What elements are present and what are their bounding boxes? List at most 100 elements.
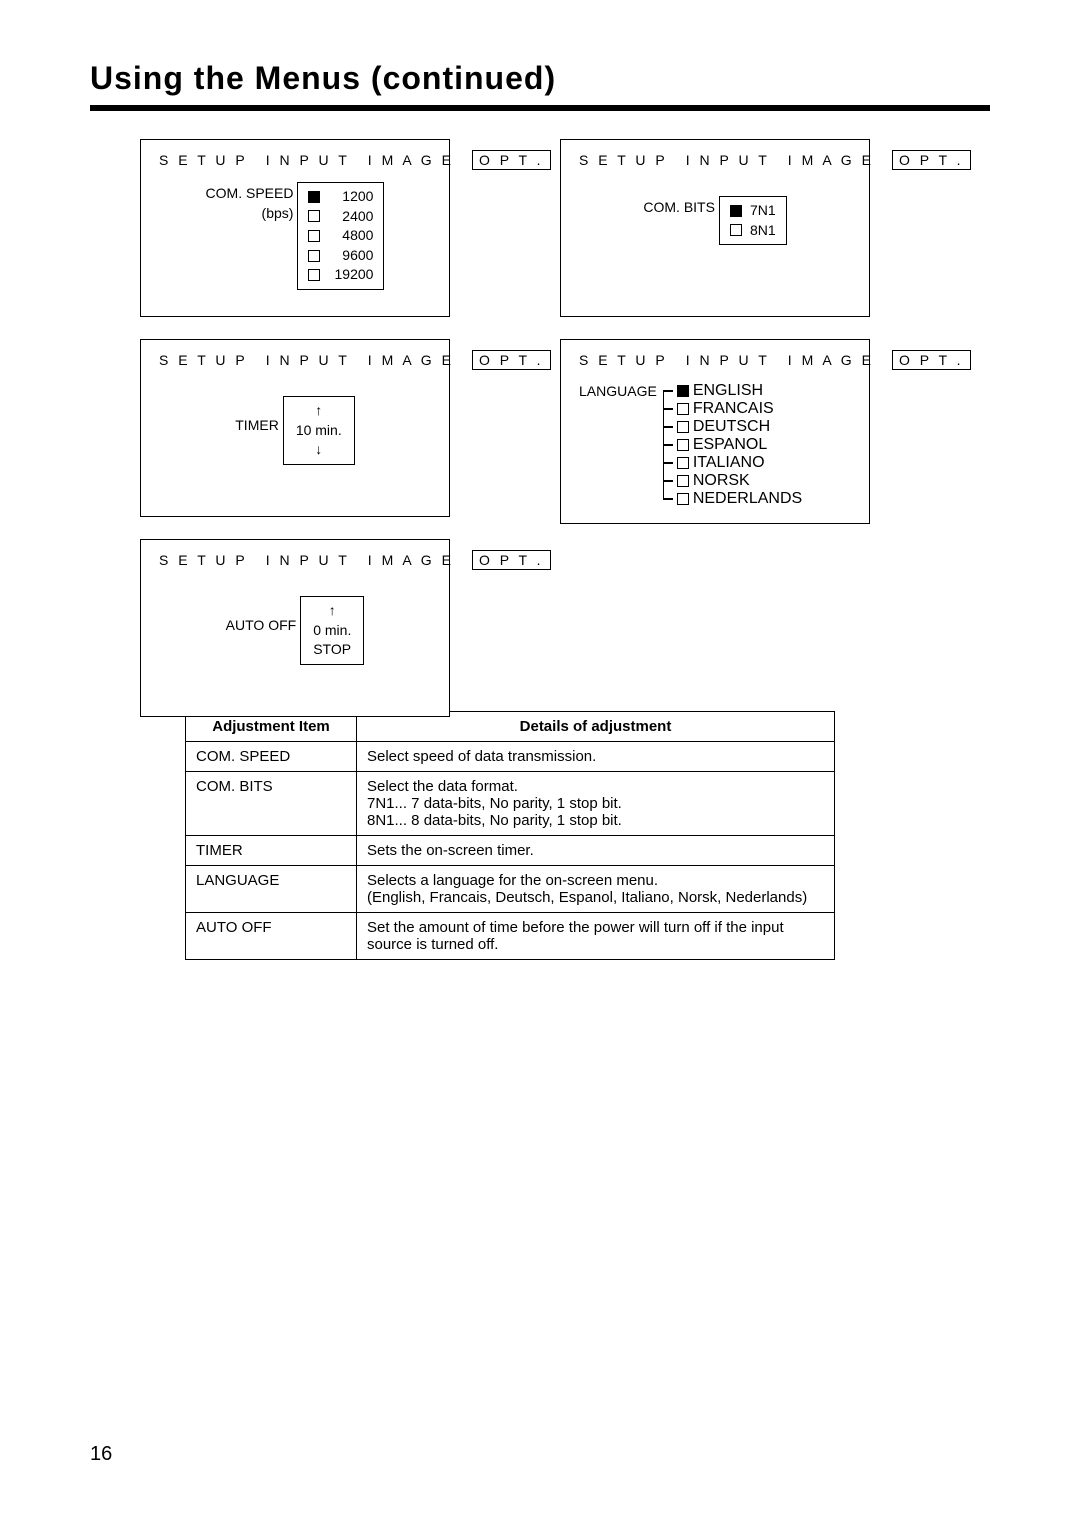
checkbox-icon: [730, 205, 742, 217]
tab-opt: O P T .: [892, 350, 971, 370]
tree-branch-icon: [663, 408, 673, 409]
arrow-up-icon: ↑: [313, 601, 351, 621]
menu-tabs: S E T U P I N P U T I M A G E O P T .: [561, 340, 869, 376]
value-box: ↑ 0 min. STOP: [300, 596, 364, 665]
tab-input: I N P U T: [686, 152, 770, 168]
tab-image: I M A G E: [788, 352, 874, 368]
menu-box-language: S E T U P I N P U T I M A G E O P T . LA…: [560, 339, 870, 524]
checkbox-icon: [308, 210, 320, 222]
title-rule: [90, 105, 990, 111]
option-value: 19200: [328, 265, 373, 285]
table-cell-item: LANGUAGE: [186, 866, 357, 913]
language-option: DEUTSCH: [661, 418, 802, 436]
tab-setup: S E T U P: [159, 352, 248, 368]
menu-tabs: S E T U P I N P U T I M A G E O P T .: [141, 340, 449, 376]
language-option: FRANCAIS: [661, 400, 802, 418]
checkbox-icon: [308, 269, 320, 281]
checkbox-icon: [677, 403, 689, 415]
table-cell-details: Select speed of data transmission.: [357, 742, 835, 772]
option-value: 4800: [328, 226, 373, 246]
menu-label-auto-off: AUTO OFF: [226, 596, 301, 636]
option-value: 1200: [328, 187, 373, 207]
tab-setup: S E T U P: [159, 552, 248, 568]
checkbox-icon: [308, 230, 320, 242]
auto-off-value: 0 min.: [313, 621, 351, 641]
tab-setup: S E T U P: [159, 152, 248, 168]
tab-opt: O P T .: [472, 550, 551, 570]
language-list: ENGLISH FRANCAIS DEUTSCH ESPANOL ITALIAN…: [661, 382, 802, 508]
tab-image: I M A G E: [788, 152, 874, 168]
table-cell-item: AUTO OFF: [186, 913, 357, 960]
menu-box-com-speed: S E T U P I N P U T I M A G E O P T . CO…: [140, 139, 450, 317]
table-cell-details: Set the amount of time before the power …: [357, 913, 835, 960]
language-option: NEDERLANDS: [661, 490, 802, 508]
adjustment-table: Adjustment Item Details of adjustment CO…: [185, 711, 835, 960]
timer-value: 10 min.: [296, 421, 342, 441]
tree-branch-icon: [663, 390, 673, 391]
tab-input: I N P U T: [266, 152, 350, 168]
table-cell-item: COM. BITS: [186, 772, 357, 836]
tab-setup: S E T U P: [579, 152, 668, 168]
checkbox-icon: [677, 457, 689, 469]
language-value: ESPANOL: [693, 436, 767, 454]
table-cell-item: TIMER: [186, 836, 357, 866]
tab-input: I N P U T: [266, 352, 350, 368]
menu-tabs: S E T U P I N P U T I M A G E O P T .: [141, 140, 449, 176]
option-value: 8N1: [750, 221, 776, 241]
tree-branch-icon: [663, 426, 673, 427]
language-option: ENGLISH: [661, 382, 802, 400]
checkbox-icon: [308, 250, 320, 262]
tab-opt: O P T .: [892, 150, 971, 170]
arrow-down-icon: ↓: [296, 440, 342, 460]
table-row: AUTO OFFSet the amount of time before th…: [186, 913, 835, 960]
checkbox-icon: [677, 421, 689, 433]
language-option: NORSK: [661, 472, 802, 490]
option-row: 8N1: [730, 221, 776, 241]
tree-trunk-icon: [663, 390, 664, 498]
tab-image: I M A G E: [368, 152, 454, 168]
page-number: 16: [90, 1443, 112, 1466]
tree-branch-icon: [663, 498, 673, 499]
arrow-up-icon: ↑: [296, 401, 342, 421]
tab-opt: O P T .: [472, 350, 551, 370]
language-value: FRANCAIS: [693, 400, 774, 418]
table-cell-details: Select the data format. 7N1... 7 data-bi…: [357, 772, 835, 836]
option-row: 1200: [308, 187, 373, 207]
table-cell-item: COM. SPEED: [186, 742, 357, 772]
tree-branch-icon: [663, 480, 673, 481]
language-option: ITALIANO: [661, 454, 802, 472]
checkbox-icon: [677, 493, 689, 505]
option-row: 2400: [308, 207, 373, 227]
language-value: ITALIANO: [693, 454, 765, 472]
menu-label-com-speed: COM. SPEED(bps): [206, 182, 298, 223]
option-value: 9600: [328, 246, 373, 266]
menu-label-timer: TIMER: [235, 396, 283, 436]
tab-opt: O P T .: [472, 150, 551, 170]
tab-image: I M A G E: [368, 352, 454, 368]
tab-input: I N P U T: [266, 552, 350, 568]
value-box: 7N1 8N1: [719, 196, 787, 245]
tab-input: I N P U T: [686, 352, 770, 368]
language-value: DEUTSCH: [693, 418, 770, 436]
checkbox-icon: [677, 475, 689, 487]
menu-box-com-bits: S E T U P I N P U T I M A G E O P T . CO…: [560, 139, 870, 317]
menu-tabs: S E T U P I N P U T I M A G E O P T .: [141, 540, 449, 576]
option-row: 4800: [308, 226, 373, 246]
option-value: 2400: [328, 207, 373, 227]
checkbox-icon: [677, 439, 689, 451]
page-title: Using the Menus (continued): [90, 60, 990, 97]
menu-label-com-bits: COM. BITS: [643, 196, 719, 218]
option-row: 9600: [308, 246, 373, 266]
menu-label-language: LANGUAGE: [579, 382, 661, 402]
tab-image: I M A G E: [368, 552, 454, 568]
value-box: 1200 2400 4800 9600 19200: [297, 182, 384, 290]
menu-box-auto-off: S E T U P I N P U T I M A G E O P T . AU…: [140, 539, 450, 717]
checkbox-icon: [308, 191, 320, 203]
tab-setup: S E T U P: [579, 352, 668, 368]
table-row: LANGUAGESelects a language for the on-sc…: [186, 866, 835, 913]
language-option: ESPANOL: [661, 436, 802, 454]
table-cell-details: Selects a language for the on-screen men…: [357, 866, 835, 913]
checkbox-icon: [730, 224, 742, 236]
language-value: NORSK: [693, 472, 750, 490]
option-value: 7N1: [750, 201, 776, 221]
